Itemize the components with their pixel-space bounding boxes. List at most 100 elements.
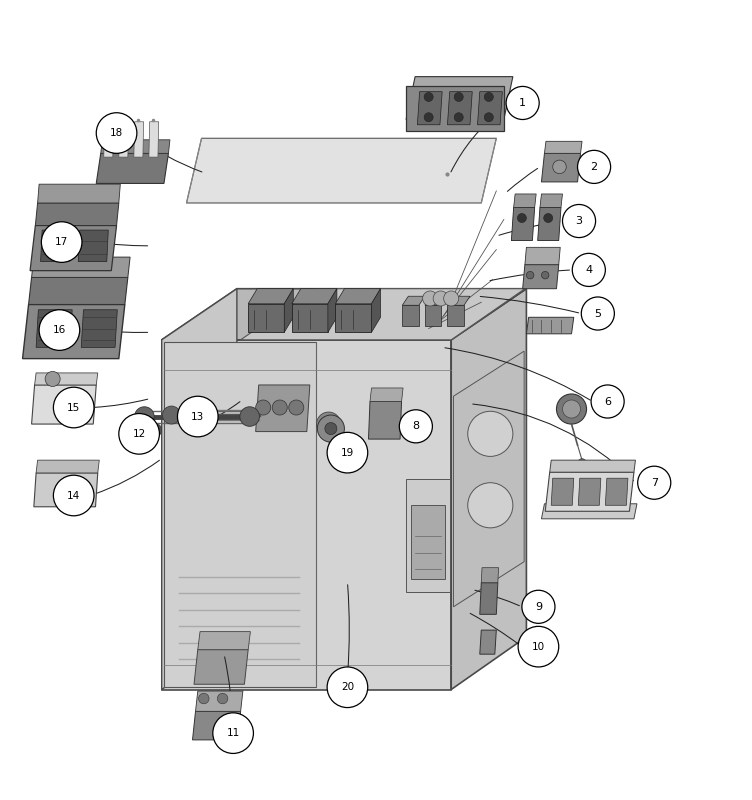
Polygon shape xyxy=(248,304,284,332)
Circle shape xyxy=(541,271,549,279)
Polygon shape xyxy=(511,207,535,241)
Circle shape xyxy=(578,150,611,183)
Polygon shape xyxy=(335,289,381,304)
Circle shape xyxy=(135,406,154,426)
Polygon shape xyxy=(526,318,574,334)
Circle shape xyxy=(562,205,596,238)
Circle shape xyxy=(424,93,433,102)
Polygon shape xyxy=(480,582,498,614)
Circle shape xyxy=(454,113,463,122)
Polygon shape xyxy=(578,478,601,506)
Circle shape xyxy=(148,423,162,437)
Text: 9: 9 xyxy=(535,602,542,612)
Polygon shape xyxy=(34,473,98,506)
Polygon shape xyxy=(411,506,445,579)
Polygon shape xyxy=(23,305,125,358)
Polygon shape xyxy=(241,289,525,340)
Text: 1: 1 xyxy=(519,98,526,108)
Polygon shape xyxy=(248,289,293,304)
Circle shape xyxy=(45,371,60,386)
Polygon shape xyxy=(164,342,316,687)
Polygon shape xyxy=(371,289,381,332)
Polygon shape xyxy=(514,194,536,207)
Circle shape xyxy=(217,694,228,704)
Polygon shape xyxy=(38,184,120,203)
Polygon shape xyxy=(162,289,526,340)
Circle shape xyxy=(522,590,555,623)
Circle shape xyxy=(272,400,287,415)
Polygon shape xyxy=(193,711,241,740)
Circle shape xyxy=(130,423,144,437)
Circle shape xyxy=(638,466,671,499)
Text: 3: 3 xyxy=(575,216,583,226)
Polygon shape xyxy=(32,257,130,278)
Text: 18: 18 xyxy=(110,128,123,138)
Circle shape xyxy=(240,406,259,426)
Polygon shape xyxy=(447,92,472,125)
Circle shape xyxy=(517,214,526,222)
Circle shape xyxy=(162,406,180,424)
Polygon shape xyxy=(481,568,499,582)
Circle shape xyxy=(591,385,624,418)
Circle shape xyxy=(444,291,459,306)
Polygon shape xyxy=(134,122,144,157)
Circle shape xyxy=(96,113,137,154)
Circle shape xyxy=(317,415,344,442)
Polygon shape xyxy=(480,630,496,654)
Text: 17: 17 xyxy=(55,237,68,247)
Text: 19: 19 xyxy=(341,448,354,458)
Polygon shape xyxy=(194,650,248,684)
Polygon shape xyxy=(447,296,470,306)
Circle shape xyxy=(399,410,432,443)
Circle shape xyxy=(484,113,493,122)
Text: 6: 6 xyxy=(604,397,611,406)
Circle shape xyxy=(177,396,218,437)
Circle shape xyxy=(213,713,253,754)
Polygon shape xyxy=(162,340,451,690)
Circle shape xyxy=(121,423,135,437)
Polygon shape xyxy=(551,478,574,506)
Polygon shape xyxy=(540,194,562,207)
Circle shape xyxy=(468,482,513,528)
Circle shape xyxy=(468,411,513,456)
Text: 15: 15 xyxy=(67,402,80,413)
Polygon shape xyxy=(425,306,441,326)
Polygon shape xyxy=(119,122,129,157)
Circle shape xyxy=(39,310,80,350)
Circle shape xyxy=(526,271,534,279)
Circle shape xyxy=(199,694,209,704)
Text: 2: 2 xyxy=(590,162,598,172)
Polygon shape xyxy=(541,154,581,182)
Text: 7: 7 xyxy=(650,478,658,488)
Polygon shape xyxy=(81,310,117,347)
Polygon shape xyxy=(149,122,159,157)
Polygon shape xyxy=(41,230,71,262)
Polygon shape xyxy=(162,289,237,690)
Polygon shape xyxy=(35,203,119,226)
Polygon shape xyxy=(545,472,634,511)
Polygon shape xyxy=(284,289,293,332)
Circle shape xyxy=(544,214,553,222)
Polygon shape xyxy=(417,92,442,125)
Circle shape xyxy=(423,291,438,306)
Text: 4: 4 xyxy=(585,265,593,275)
Circle shape xyxy=(506,86,539,119)
Circle shape xyxy=(53,387,94,428)
Polygon shape xyxy=(292,289,337,304)
Polygon shape xyxy=(523,265,559,289)
Polygon shape xyxy=(550,460,635,472)
Circle shape xyxy=(41,222,82,262)
Polygon shape xyxy=(186,138,496,203)
Polygon shape xyxy=(541,504,637,519)
Text: 20: 20 xyxy=(341,682,354,692)
Circle shape xyxy=(69,399,81,411)
Text: 11: 11 xyxy=(226,728,240,738)
Polygon shape xyxy=(538,207,561,241)
Polygon shape xyxy=(29,278,128,305)
Polygon shape xyxy=(478,92,502,125)
Polygon shape xyxy=(525,247,560,265)
Polygon shape xyxy=(447,306,464,326)
Circle shape xyxy=(518,626,559,667)
Circle shape xyxy=(317,412,341,436)
Polygon shape xyxy=(451,289,526,690)
